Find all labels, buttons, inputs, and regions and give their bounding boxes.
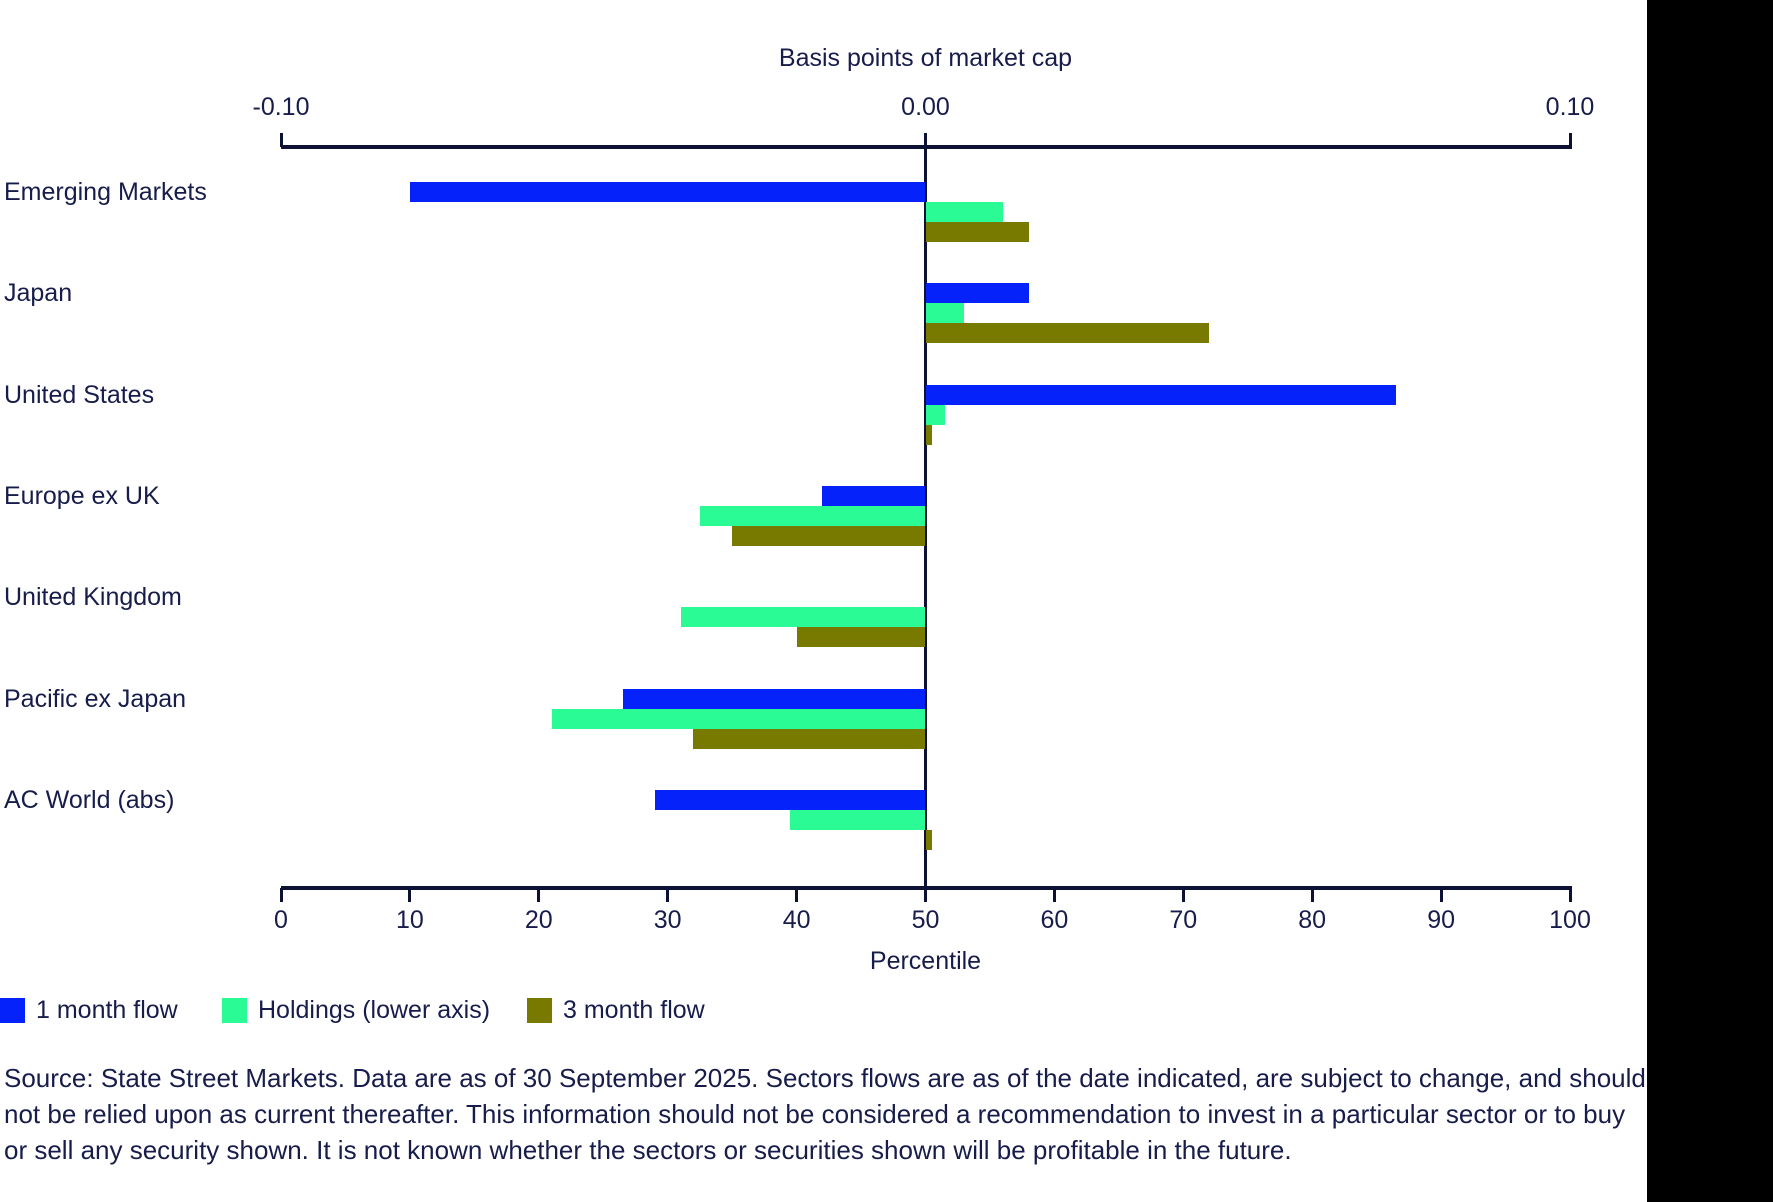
bottom-axis-tick-label: 10: [395, 906, 424, 934]
bottom-axis-tick: [1310, 888, 1314, 902]
category-label: Emerging Markets: [4, 178, 207, 206]
legend-label: Holdings (lower axis): [258, 996, 491, 1024]
bar-holdings-lower-axis-: [551, 708, 926, 729]
bar-holdings-lower-axis-: [925, 202, 1003, 222]
bottom-axis-tick: [1439, 888, 1443, 902]
category-label: Europe ex UK: [4, 481, 160, 510]
bar-holdings-lower-axis-: [925, 303, 965, 324]
bar-1-month-flow: [409, 182, 926, 202]
bar-3-month-flow: [925, 323, 1210, 344]
bar-3-month-flow: [693, 728, 926, 749]
legend-label: 1 month flow: [36, 996, 178, 1024]
category-label: Japan: [4, 279, 73, 308]
bar-holdings-lower-axis-: [925, 404, 945, 425]
legend-label: 3 month flow: [563, 996, 705, 1024]
bar-1-month-flow: [622, 688, 926, 709]
bar-holdings-lower-axis-: [680, 607, 926, 628]
category-label: AC World (abs): [4, 785, 175, 814]
bottom-axis-tick: [666, 888, 670, 902]
legend-item: Holdings (lower axis): [222, 997, 490, 1023]
top-axis-tick: [279, 133, 283, 147]
top-axis-tick: [924, 133, 927, 147]
bottom-axis-tick-label: 50: [911, 906, 940, 934]
bottom-axis-tick: [795, 888, 799, 902]
bar-holdings-lower-axis-: [790, 809, 926, 830]
bar-1-month-flow: [654, 789, 926, 810]
bar-3-month-flow: [925, 424, 932, 445]
bar-1-month-flow: [925, 384, 1396, 405]
top-axis-tick-label: 0.00: [901, 93, 950, 121]
bottom-axis-tick-label: 0: [274, 906, 288, 934]
zero-baseline: [924, 147, 927, 888]
bottom-axis-tick: [279, 888, 283, 902]
bottom-axis-tick: [1181, 888, 1185, 902]
bar-3-month-flow: [925, 829, 932, 850]
bottom-axis-tick-label: 70: [1169, 906, 1198, 934]
bottom-axis-tick-label: 90: [1427, 906, 1455, 934]
bar-3-month-flow: [796, 627, 926, 648]
legend-swatch: [222, 997, 247, 1023]
bar-1-month-flow: [925, 283, 1029, 304]
bottom-axis-title: Percentile: [869, 947, 982, 975]
category-label: United Kingdom: [4, 583, 182, 612]
bar-3-month-flow: [925, 222, 1029, 242]
bar-1-month-flow: [822, 485, 926, 506]
source-text: Source: State Street Markets. Data are a…: [4, 1060, 1646, 1168]
bottom-axis-tick-label: 60: [1040, 906, 1069, 934]
top-axis-tick-label: -0.10: [252, 93, 310, 121]
top-axis-title: Basis points of market cap: [778, 44, 1073, 72]
category-label: Pacific ex Japan: [4, 684, 187, 713]
bottom-axis-tick-label: 100: [1549, 906, 1591, 934]
bar-holdings-lower-axis-: [699, 505, 926, 526]
source-line: or sell any security shown. It is not kn…: [4, 1135, 1292, 1165]
bottom-axis-tick-label: 80: [1298, 906, 1327, 934]
category-label: United States: [4, 380, 155, 409]
top-axis-tick: [1568, 133, 1572, 147]
bottom-axis-tick: [1568, 888, 1572, 902]
source-line: Source: State Street Markets. Data are a…: [4, 1063, 1646, 1093]
bar-3-month-flow: [732, 525, 926, 546]
bottom-axis-tick: [924, 888, 927, 902]
bottom-axis-tick: [537, 888, 541, 902]
legend-item: 1 month flow: [0, 997, 178, 1023]
source-line: not be relied upon as current thereafter…: [4, 1099, 1626, 1129]
bottom-axis-tick-label: 20: [524, 906, 553, 934]
legend-item: 3 month flow: [527, 997, 705, 1023]
top-axis-tick-label: 0.10: [1545, 93, 1595, 121]
bottom-axis-tick: [408, 888, 412, 902]
bottom-axis-tick-label: 40: [782, 906, 811, 934]
bottom-axis-tick-label: 30: [653, 906, 682, 934]
legend-swatch: [0, 997, 25, 1023]
right-black-band: [1647, 0, 1773, 1202]
legend-swatch: [527, 997, 552, 1023]
bottom-axis-tick: [1052, 888, 1056, 902]
